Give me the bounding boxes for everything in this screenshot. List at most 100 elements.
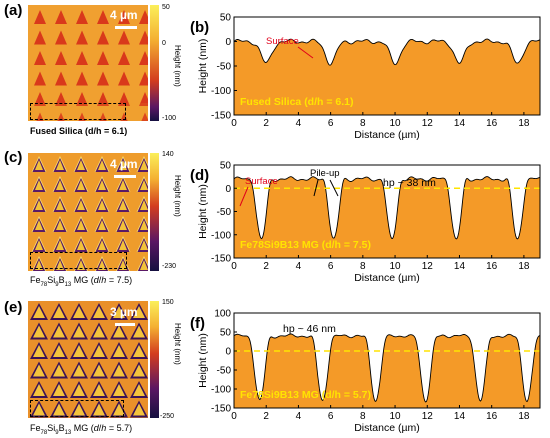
selection-box bbox=[30, 103, 126, 120]
y-tick-label: -100 bbox=[211, 230, 231, 241]
y-tick-label: 50 bbox=[220, 328, 232, 339]
x-tick-label: 2 bbox=[263, 118, 269, 129]
colorbar-c bbox=[150, 153, 159, 271]
annotation-hp: hp ~ 46 nm bbox=[283, 323, 336, 335]
annotation-arrow bbox=[239, 186, 249, 207]
annotation-hp: hp ~ 38 nm bbox=[383, 177, 436, 189]
y-axis-label: Height (nm) bbox=[197, 39, 209, 94]
panel-label: (b) bbox=[190, 19, 209, 36]
x-axis-label: Distance (µm) bbox=[354, 272, 420, 284]
x-tick-label: 10 bbox=[389, 261, 401, 272]
y-tick-label: 0 bbox=[225, 184, 231, 195]
panel-c: (c) 4 µm 140 -230 Height (nm) Fe78Si9B13… bbox=[0, 145, 185, 293]
legend-text: Fused Silica (d/h = 6.1) bbox=[240, 96, 354, 108]
annotation-arrow bbox=[313, 179, 319, 197]
caption-a: Fused Silica (d/h = 6.1) bbox=[30, 126, 128, 136]
x-tick-label: 0 bbox=[231, 411, 237, 422]
colorbar-e bbox=[150, 301, 159, 418]
afm-map-a: 4 µm bbox=[28, 5, 148, 121]
caption-c: Fe78Si9B13 MG (d/h = 7.5) bbox=[30, 275, 133, 288]
x-tick-label: 4 bbox=[296, 411, 302, 422]
y-axis-label: Height (nm) bbox=[197, 333, 209, 388]
x-tick-label: 4 bbox=[296, 261, 302, 272]
y-tick-label: -150 bbox=[211, 111, 231, 122]
panel-label: (d) bbox=[190, 167, 209, 184]
triangle-pattern bbox=[28, 153, 148, 271]
scale-text: 4 µm bbox=[110, 157, 138, 171]
profile-area bbox=[234, 334, 540, 408]
scale-bar bbox=[115, 26, 137, 29]
x-tick-label: 16 bbox=[486, 118, 498, 129]
y-tick-label: -150 bbox=[211, 254, 231, 265]
x-tick-label: 16 bbox=[486, 411, 498, 422]
annotation-surface: Surface bbox=[245, 176, 278, 187]
x-tick-label: 10 bbox=[389, 118, 401, 129]
legend-text: Fe78Si9B13 MG (d/h = 5.7) bbox=[240, 389, 371, 401]
y-tick-label: -100 bbox=[211, 86, 231, 97]
x-tick-label: 12 bbox=[422, 261, 434, 272]
y-tick-label: 0 bbox=[225, 37, 231, 48]
scale-bar bbox=[115, 323, 135, 326]
scale-bar bbox=[114, 175, 136, 178]
y-tick-label: 50 bbox=[220, 161, 232, 172]
x-tick-label: 2 bbox=[263, 261, 269, 272]
x-tick-label: 18 bbox=[518, 261, 530, 272]
x-tick-label: 10 bbox=[389, 411, 401, 422]
x-tick-label: 0 bbox=[231, 118, 237, 129]
panel-label: (f) bbox=[190, 315, 205, 332]
x-axis-label: Distance (µm) bbox=[354, 422, 420, 434]
selection-box bbox=[30, 400, 124, 417]
plot-frame bbox=[233, 312, 541, 409]
cb-min: -250 bbox=[160, 413, 175, 420]
profile-area bbox=[234, 39, 540, 115]
x-tick-label: 6 bbox=[328, 261, 334, 272]
annotation-arrow bbox=[297, 46, 314, 59]
afm-map-e: 3 µm bbox=[28, 301, 148, 418]
cb-min: -230 bbox=[162, 263, 177, 270]
cb-mid: 0 bbox=[162, 40, 166, 47]
annotation-surface: Surface bbox=[266, 36, 299, 47]
y-axis-label: Height (nm) bbox=[197, 184, 209, 239]
annotation-arrow bbox=[329, 179, 339, 197]
x-tick-label: 8 bbox=[360, 118, 366, 129]
triangle-pattern bbox=[28, 301, 148, 418]
cb-max: 140 bbox=[162, 151, 174, 158]
colorbar-a bbox=[150, 5, 159, 121]
y-tick-label: -50 bbox=[217, 207, 232, 218]
x-tick-label: 0 bbox=[231, 261, 237, 272]
y-tick-label: -150 bbox=[211, 404, 231, 415]
x-axis-label: Distance (µm) bbox=[354, 129, 420, 141]
panel-label: (a) bbox=[4, 2, 23, 19]
x-tick-label: 8 bbox=[360, 261, 366, 272]
y-tick-label: 0 bbox=[225, 347, 231, 358]
x-tick-label: 16 bbox=[486, 261, 498, 272]
panel-label: (c) bbox=[4, 149, 23, 166]
y-tick-label: -100 bbox=[211, 385, 231, 396]
profile-line bbox=[233, 333, 541, 403]
y-tick-label: 50 bbox=[220, 13, 232, 24]
afm-map-c: 4 µm bbox=[28, 153, 148, 271]
legend-text: Fe78Si9B13 MG (d/h = 7.5) bbox=[240, 239, 371, 251]
panel-e: (e) 3 µm 150 -250 Height (nm) Fe78Si9B13… bbox=[0, 293, 185, 438]
x-tick-label: 6 bbox=[328, 411, 334, 422]
x-tick-label: 6 bbox=[328, 118, 334, 129]
x-tick-label: 12 bbox=[422, 411, 434, 422]
panel-label: (e) bbox=[4, 299, 23, 316]
y-tick-label: -50 bbox=[217, 62, 232, 73]
x-tick-label: 4 bbox=[296, 118, 302, 129]
x-tick-label: 14 bbox=[454, 411, 466, 422]
x-tick-label: 2 bbox=[263, 411, 269, 422]
x-tick-label: 14 bbox=[454, 261, 466, 272]
cb-max: 50 bbox=[162, 4, 170, 11]
panel-a: (a) 4 µm 50 0 -100 Height (nm) Fused Sil… bbox=[0, 0, 185, 145]
caption-e: Fe78Si9B13 MG (d/h = 5.7) bbox=[30, 423, 133, 436]
profile-line bbox=[233, 38, 541, 66]
scale-text: 4 µm bbox=[110, 8, 138, 22]
annotation-pileup: Pile-up bbox=[310, 168, 340, 179]
triangle-pattern bbox=[28, 5, 148, 121]
x-tick-label: 12 bbox=[422, 118, 434, 129]
x-tick-label: 14 bbox=[454, 118, 466, 129]
y-tick-label: -50 bbox=[217, 366, 232, 377]
cb-max: 150 bbox=[162, 299, 174, 306]
